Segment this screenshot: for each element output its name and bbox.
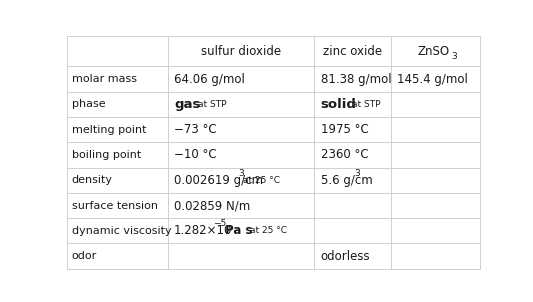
Text: 0.02859 N/m: 0.02859 N/m: [174, 199, 251, 212]
Text: sulfur dioxide: sulfur dioxide: [201, 45, 281, 58]
Text: zinc oxide: zinc oxide: [323, 45, 382, 58]
Text: Pa s: Pa s: [221, 224, 252, 237]
Text: dynamic viscosity: dynamic viscosity: [71, 226, 171, 236]
Text: 145.4 g/mol: 145.4 g/mol: [397, 72, 468, 85]
Text: density: density: [71, 175, 112, 185]
Text: 1975 °C: 1975 °C: [321, 123, 368, 136]
Text: boiling point: boiling point: [71, 150, 141, 160]
Text: ZnSO: ZnSO: [417, 45, 449, 58]
Text: at 25 °C: at 25 °C: [251, 226, 287, 235]
Text: 2360 °C: 2360 °C: [321, 149, 368, 162]
Text: −5: −5: [213, 219, 227, 228]
Text: 5.6 g/cm: 5.6 g/cm: [321, 174, 373, 187]
Text: 3: 3: [451, 52, 457, 61]
Text: 0.002619 g/cm: 0.002619 g/cm: [174, 174, 263, 187]
Text: phase: phase: [71, 99, 105, 109]
Text: solid: solid: [321, 98, 357, 111]
Text: 3: 3: [238, 169, 244, 178]
Text: −10 °C: −10 °C: [174, 149, 216, 162]
Text: 1.282×10: 1.282×10: [174, 224, 232, 237]
Text: surface tension: surface tension: [71, 201, 158, 210]
Text: odor: odor: [71, 251, 97, 261]
Text: molar mass: molar mass: [71, 74, 136, 84]
Text: 64.06 g/mol: 64.06 g/mol: [174, 72, 245, 85]
Text: 3: 3: [354, 169, 360, 178]
Text: at STP: at STP: [198, 100, 227, 109]
Text: odorless: odorless: [321, 250, 370, 263]
Text: at 25 °C: at 25 °C: [244, 176, 280, 185]
Text: melting point: melting point: [71, 125, 146, 135]
Text: at STP: at STP: [352, 100, 380, 109]
Text: 81.38 g/mol: 81.38 g/mol: [321, 72, 391, 85]
Text: gas: gas: [174, 98, 200, 111]
Text: −73 °C: −73 °C: [174, 123, 216, 136]
